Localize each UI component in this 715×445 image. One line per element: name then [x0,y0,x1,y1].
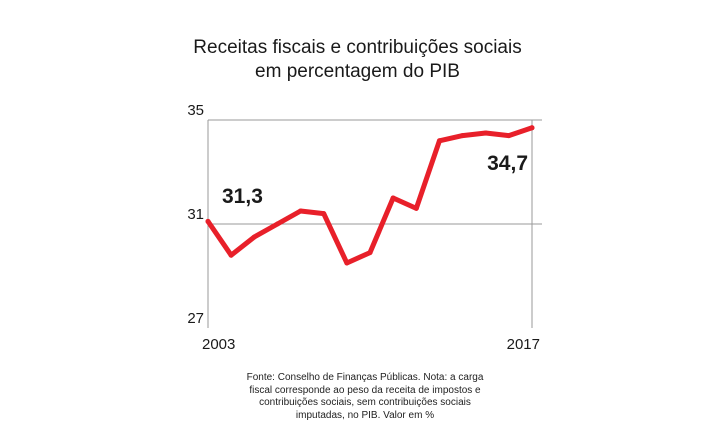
x-tick-label-2003: 2003 [202,336,235,353]
note-line-4: imputadas, no PIB. Valor em % [295,409,435,421]
chart-source-note: Fonte: Conselho de Finanças Públicas. No… [200,372,530,422]
data-point-2011 [390,195,396,201]
chart-title-line-1: Receitas fiscais e contribuições sociais [193,37,522,58]
note-line-1: Fonte: Conselho de Finanças Públicas. No… [246,372,484,383]
annotation-end-value: 34,7 [487,152,528,175]
data-point-2013 [436,138,442,144]
data-point-2008 [321,211,327,217]
data-point-2005 [251,234,257,240]
chart-title: Receitas fiscais e contribuições sociais… [0,36,715,84]
chart-title-line-2: em percentagem do PIB [255,61,460,82]
note-line-3: contribuições sociais, sem contribuições… [259,397,471,408]
data-point-2015 [483,130,489,136]
y-tick-label-27: 27 [187,310,204,327]
note-line-2: fiscal corresponde ao peso da receita de… [249,384,481,396]
x-tick-label-2017: 2017 [507,336,540,353]
y-tick-label-31: 31 [187,206,204,223]
data-point-2017 [529,125,535,131]
data-point-2007 [298,208,304,214]
data-point-2010 [367,250,373,256]
data-point-2016 [506,133,512,139]
data-point-2006 [274,221,280,227]
data-point-2009 [344,260,350,266]
annotation-start-value: 31,3 [222,185,263,208]
data-point-2003 [205,218,211,224]
y-tick-label-35: 35 [187,102,204,119]
data-point-2014 [460,133,466,139]
data-point-2012 [413,205,419,211]
data-point-2004 [228,252,234,258]
